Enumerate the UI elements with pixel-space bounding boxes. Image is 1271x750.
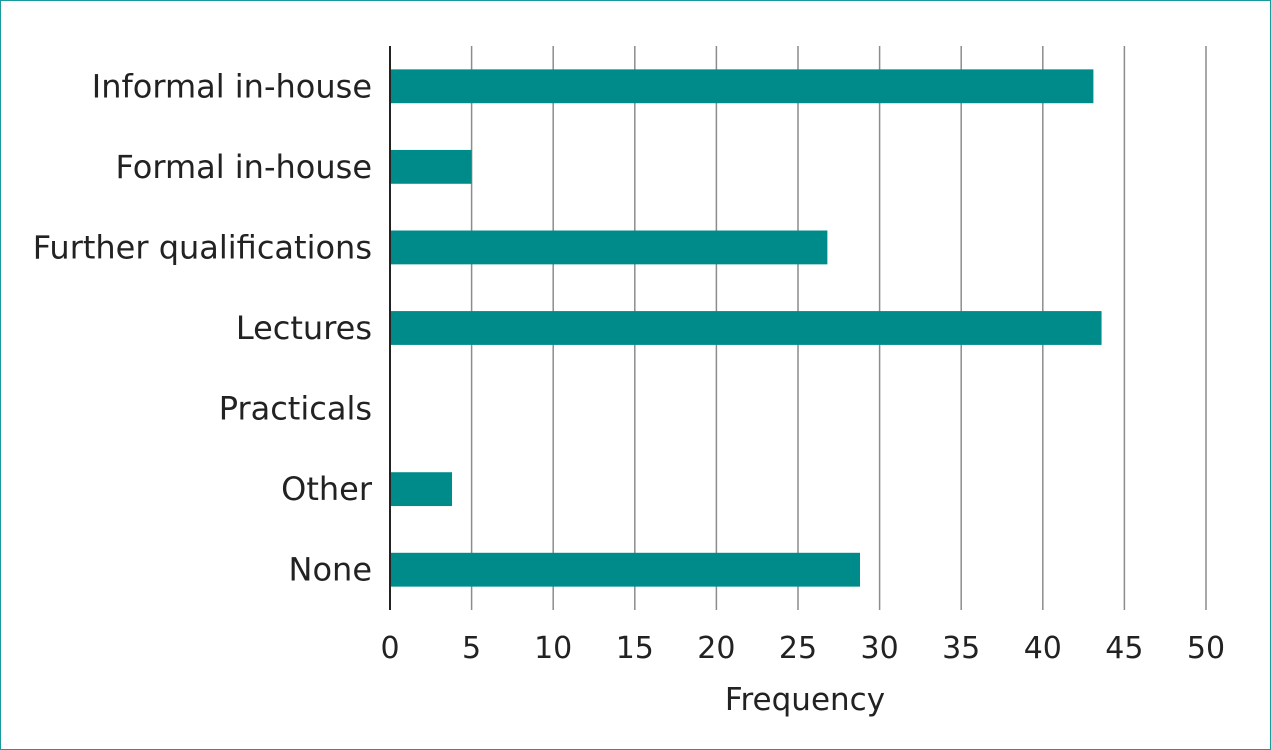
bar-lectures [390, 311, 1102, 345]
category-label-formal-in-house: Formal in-house [116, 148, 373, 186]
category-label-further-qualifications: Further qualifications [33, 228, 372, 266]
bars [390, 69, 1102, 587]
x-tick-label-50: 50 [1187, 631, 1225, 666]
bar-further-qualifications [390, 230, 828, 265]
x-tick-label-25: 25 [779, 631, 817, 666]
bar-none [390, 552, 861, 587]
x-tick-label-5: 5 [462, 631, 481, 666]
x-tick-labels: 0 5 10 15 20 25 30 35 40 45 50 [380, 631, 1225, 666]
x-tick-label-10: 10 [534, 631, 572, 666]
x-tick-label-45: 45 [1105, 631, 1143, 666]
category-label-informal-in-house: Informal in-house [92, 67, 372, 105]
category-label-lectures: Lectures [236, 309, 372, 347]
bar-formal-in-house [390, 149, 472, 184]
category-label-practicals: Practicals [219, 390, 372, 428]
x-tick-label-30: 30 [861, 631, 899, 666]
x-tick-label-40: 40 [1024, 631, 1062, 666]
bar-other [390, 472, 453, 507]
x-tick-label-35: 35 [942, 631, 980, 666]
category-label-other: Other [281, 470, 373, 508]
category-labels: Informal in-house Formal in-house Further … [33, 67, 373, 588]
x-axis-title: Frequency [725, 682, 885, 718]
gridlines [470, 46, 1207, 610]
category-label-none: None [289, 551, 372, 589]
x-tick-label-0: 0 [380, 631, 399, 666]
x-tick-label-15: 15 [616, 631, 654, 666]
bar-informal-in-house [390, 69, 1094, 104]
x-tick-label-20: 20 [697, 631, 735, 666]
